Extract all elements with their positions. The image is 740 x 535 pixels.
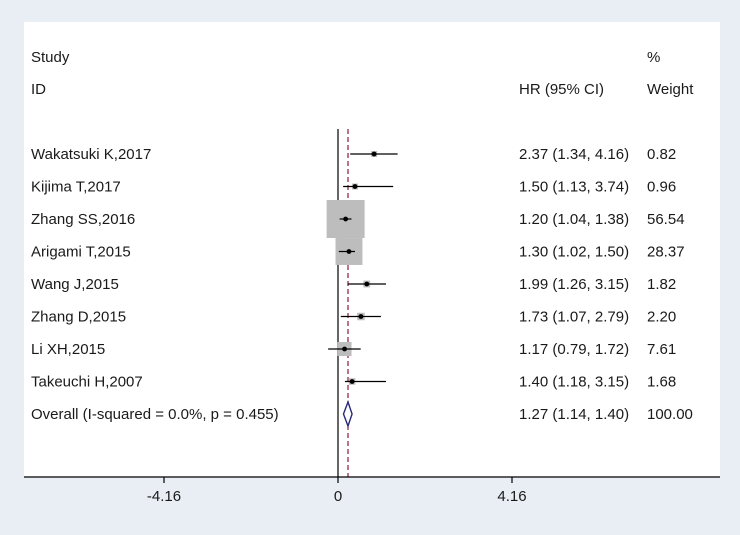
point-estimate — [343, 216, 349, 222]
weight-value: 0.82 — [647, 146, 676, 163]
hr-ci-value: 2.37 (1.34, 4.16) — [519, 146, 629, 163]
weight-value: 56.54 — [647, 211, 685, 228]
study-label: Wakatsuki K,2017 — [31, 146, 151, 163]
weight-value: 1.82 — [647, 276, 676, 293]
point-estimate — [364, 281, 370, 287]
hr-ci-value: 1.20 (1.04, 1.38) — [519, 211, 629, 228]
overall-hr-ci-value: 1.27 (1.14, 1.40) — [519, 406, 629, 423]
forest-plot-panel — [24, 22, 720, 477]
study-label: Kijima T,2017 — [31, 179, 121, 196]
study-label: Takeuchi H,2007 — [31, 374, 143, 391]
hr-ci-value: 1.99 (1.26, 3.15) — [519, 276, 629, 293]
x-tick-label: 4.16 — [497, 488, 526, 505]
study-rows: Wakatsuki K,2017 2.37 (1.34, 4.16) 0.82 Kij… — [31, 146, 693, 429]
overall-diamond — [342, 399, 353, 429]
study-label: Zhang D,2015 — [31, 309, 126, 326]
x-axis: -4.16 0 4.16 — [24, 476, 720, 505]
overall-weight-value: 100.00 — [647, 406, 693, 423]
study-label: Arigami T,2015 — [31, 244, 131, 261]
weight-value: 28.37 — [647, 244, 685, 261]
point-estimate — [358, 314, 364, 319]
study-label: Zhang SS,2016 — [31, 211, 135, 228]
study-header: Study — [31, 49, 70, 66]
weight-percent-header: % — [647, 49, 660, 66]
hr-ci-value: 1.40 (1.18, 3.15) — [519, 374, 629, 391]
point-estimate — [346, 249, 352, 254]
point-estimate — [352, 184, 358, 189]
hr-ci-value: 1.73 (1.07, 2.79) — [519, 309, 629, 326]
effect-header: HR (95% CI) — [519, 81, 604, 98]
x-tick-label: -4.16 — [147, 488, 181, 505]
id-header: ID — [31, 81, 46, 98]
weight-value: 0.96 — [647, 179, 676, 196]
weight-header: Weight — [647, 81, 694, 98]
header: Study ID HR (95% CI) % Weight — [31, 49, 694, 98]
point-estimate — [342, 346, 347, 352]
hr-ci-value: 1.50 (1.13, 3.74) — [519, 179, 629, 196]
weight-value: 7.61 — [647, 341, 676, 358]
study-label: Li XH,2015 — [31, 341, 105, 358]
weight-value: 2.20 — [647, 309, 676, 326]
hr-ci-value: 1.30 (1.02, 1.50) — [519, 244, 629, 261]
overall-label: Overall (I-squared = 0.0%, p = 0.455) — [31, 406, 279, 423]
weight-value: 1.68 — [647, 374, 676, 391]
point-estimate — [371, 151, 377, 157]
point-estimate — [349, 379, 355, 384]
x-tick-label: 0 — [334, 488, 342, 505]
hr-ci-value: 1.17 (0.79, 1.72) — [519, 341, 629, 358]
study-label: Wang J,2015 — [31, 276, 119, 293]
